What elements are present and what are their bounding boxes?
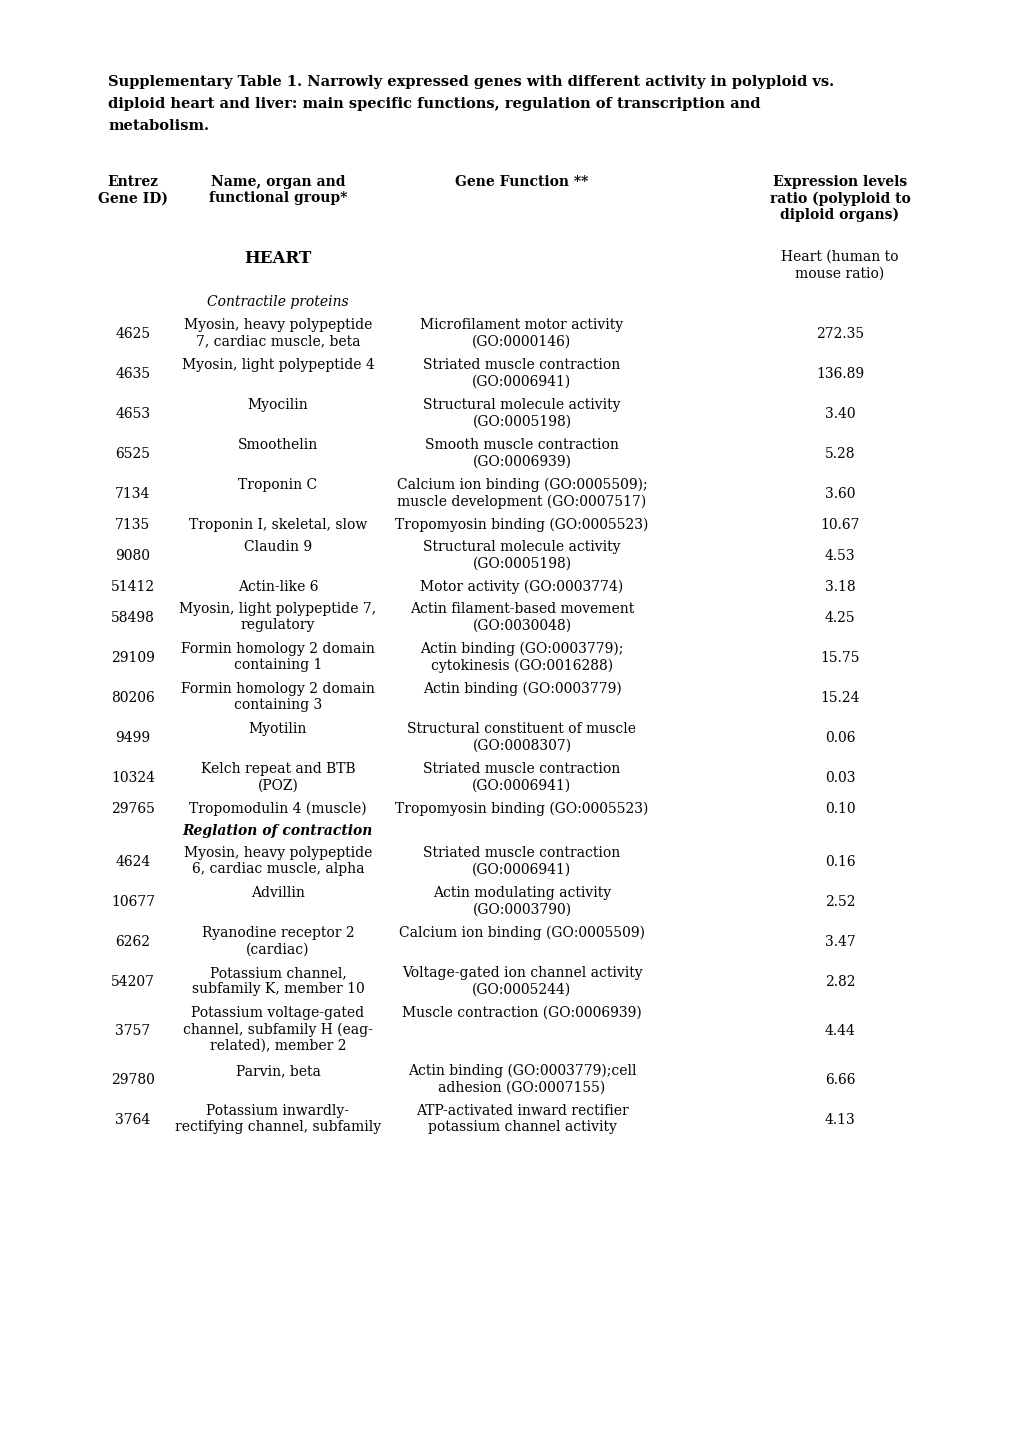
Text: 4625: 4625 <box>115 328 151 341</box>
Text: 272.35: 272.35 <box>815 328 863 341</box>
Text: Calcium ion binding (GO:0005509);
muscle development (GO:0007517): Calcium ion binding (GO:0005509); muscle… <box>396 478 647 509</box>
Text: 7135: 7135 <box>115 518 151 532</box>
Text: 3.47: 3.47 <box>823 935 855 949</box>
Text: 2.82: 2.82 <box>824 975 854 988</box>
Text: metabolism.: metabolism. <box>108 118 209 133</box>
Text: Parvin, beta: Parvin, beta <box>235 1063 320 1078</box>
Text: 3.18: 3.18 <box>824 580 855 595</box>
Text: Myosin, heavy polypeptide
7, cardiac muscle, beta: Myosin, heavy polypeptide 7, cardiac mus… <box>183 317 372 348</box>
Text: Myocilin: Myocilin <box>248 398 308 413</box>
Text: 10324: 10324 <box>111 771 155 785</box>
Text: Contractile proteins: Contractile proteins <box>207 294 348 309</box>
Text: 51412: 51412 <box>111 580 155 595</box>
Text: 10.67: 10.67 <box>819 518 859 532</box>
Text: 4.25: 4.25 <box>824 610 855 625</box>
Text: Actin binding (GO:0003779): Actin binding (GO:0003779) <box>422 683 621 697</box>
Text: Potassium voltage-gated
channel, subfamily H (eag-
related), member 2: Potassium voltage-gated channel, subfami… <box>182 1006 373 1053</box>
Text: Actin modulating activity
(GO:0003790): Actin modulating activity (GO:0003790) <box>432 886 610 916</box>
Text: 4.13: 4.13 <box>823 1113 855 1127</box>
Text: Tropomodulin 4 (muscle): Tropomodulin 4 (muscle) <box>189 802 367 817</box>
Text: 3.60: 3.60 <box>824 486 854 501</box>
Text: 0.03: 0.03 <box>824 771 854 785</box>
Text: Voltage-gated ion channel activity
(GO:0005244): Voltage-gated ion channel activity (GO:0… <box>401 965 642 996</box>
Text: 6525: 6525 <box>115 447 151 460</box>
Text: 4635: 4635 <box>115 367 151 381</box>
Text: Gene Function **: Gene Function ** <box>454 175 588 189</box>
Text: 54207: 54207 <box>111 975 155 988</box>
Text: Striated muscle contraction
(GO:0006941): Striated muscle contraction (GO:0006941) <box>423 358 620 388</box>
Text: Myosin, light polypeptide 7,
regulatory: Myosin, light polypeptide 7, regulatory <box>179 602 376 632</box>
Text: 29780: 29780 <box>111 1074 155 1087</box>
Text: diploid heart and liver: main specific functions, regulation of transcription an: diploid heart and liver: main specific f… <box>108 97 760 111</box>
Text: Actin binding (GO:0003779);cell
adhesion (GO:0007155): Actin binding (GO:0003779);cell adhesion… <box>408 1063 636 1095</box>
Text: Troponin C: Troponin C <box>238 478 317 492</box>
Text: 0.10: 0.10 <box>824 802 855 815</box>
Text: Structural molecule activity
(GO:0005198): Structural molecule activity (GO:0005198… <box>423 540 621 570</box>
Text: 0.06: 0.06 <box>824 732 854 745</box>
Text: 3757: 3757 <box>115 1025 151 1038</box>
Text: Muscle contraction (GO:0006939): Muscle contraction (GO:0006939) <box>401 1006 641 1020</box>
Text: Myotilin: Myotilin <box>249 722 307 736</box>
Text: Heart (human to
mouse ratio): Heart (human to mouse ratio) <box>781 250 898 280</box>
Text: Reglation of contraction: Reglation of contraction <box>182 824 373 838</box>
Text: Tropomyosin binding (GO:0005523): Tropomyosin binding (GO:0005523) <box>395 802 648 817</box>
Text: Myosin, light polypeptide 4: Myosin, light polypeptide 4 <box>181 358 374 372</box>
Text: Name, organ and
functional group*: Name, organ and functional group* <box>209 175 346 205</box>
Text: Claudin 9: Claudin 9 <box>244 540 312 554</box>
Text: 10677: 10677 <box>111 895 155 909</box>
Text: Actin binding (GO:0003779);
cytokinesis (GO:0016288): Actin binding (GO:0003779); cytokinesis … <box>420 642 623 672</box>
Text: Actin filament-based movement
(GO:0030048): Actin filament-based movement (GO:003004… <box>410 602 634 632</box>
Text: 4.44: 4.44 <box>823 1025 855 1038</box>
Text: 7134: 7134 <box>115 486 151 501</box>
Text: Formin homology 2 domain
containing 1: Formin homology 2 domain containing 1 <box>181 642 375 672</box>
Text: 15.24: 15.24 <box>819 691 859 706</box>
Text: 29765: 29765 <box>111 802 155 815</box>
Text: HEART: HEART <box>245 250 312 267</box>
Text: Structural molecule activity
(GO:0005198): Structural molecule activity (GO:0005198… <box>423 398 621 429</box>
Text: 4.53: 4.53 <box>824 548 855 563</box>
Text: 3.40: 3.40 <box>824 407 855 421</box>
Text: 0.16: 0.16 <box>824 856 855 869</box>
Text: Expression levels
ratio (polyploid to
diploid organs): Expression levels ratio (polyploid to di… <box>769 175 910 222</box>
Text: Potassium channel,
subfamily K, member 10: Potassium channel, subfamily K, member 1… <box>192 965 364 996</box>
Text: 4624: 4624 <box>115 856 151 869</box>
Text: 15.75: 15.75 <box>819 651 859 665</box>
Text: Smoothelin: Smoothelin <box>237 439 318 452</box>
Text: Microfilament motor activity
(GO:0000146): Microfilament motor activity (GO:0000146… <box>420 317 623 348</box>
Text: 6262: 6262 <box>115 935 151 949</box>
Text: Troponin I, skeletal, slow: Troponin I, skeletal, slow <box>189 518 367 532</box>
Text: 5.28: 5.28 <box>824 447 854 460</box>
Text: Motor activity (GO:0003774): Motor activity (GO:0003774) <box>420 580 623 595</box>
Text: 6.66: 6.66 <box>824 1074 854 1087</box>
Text: 29109: 29109 <box>111 651 155 665</box>
Text: 9080: 9080 <box>115 548 151 563</box>
Text: 3764: 3764 <box>115 1113 151 1127</box>
Text: Advillin: Advillin <box>251 886 305 900</box>
Text: Tropomyosin binding (GO:0005523): Tropomyosin binding (GO:0005523) <box>395 518 648 532</box>
Text: 80206: 80206 <box>111 691 155 706</box>
Text: Actin-like 6: Actin-like 6 <box>237 580 318 595</box>
Text: Potassium inwardly-
rectifying channel, subfamily: Potassium inwardly- rectifying channel, … <box>175 1104 381 1134</box>
Text: 4653: 4653 <box>115 407 151 421</box>
Text: Structural constituent of muscle
(GO:0008307): Structural constituent of muscle (GO:000… <box>408 722 636 752</box>
Text: Myosin, heavy polypeptide
6, cardiac muscle, alpha: Myosin, heavy polypeptide 6, cardiac mus… <box>183 846 372 876</box>
Text: Striated muscle contraction
(GO:0006941): Striated muscle contraction (GO:0006941) <box>423 762 620 792</box>
Text: 2.52: 2.52 <box>824 895 854 909</box>
Text: Smooth muscle contraction
(GO:0006939): Smooth muscle contraction (GO:0006939) <box>425 439 619 468</box>
Text: 9499: 9499 <box>115 732 151 745</box>
Text: 136.89: 136.89 <box>815 367 863 381</box>
Text: Ryanodine receptor 2
(cardiac): Ryanodine receptor 2 (cardiac) <box>202 926 354 957</box>
Text: Supplementary Table 1. Narrowly expressed genes with different activity in polyp: Supplementary Table 1. Narrowly expresse… <box>108 75 834 89</box>
Text: ATP-activated inward rectifier
potassium channel activity: ATP-activated inward rectifier potassium… <box>415 1104 628 1134</box>
Text: Calcium ion binding (GO:0005509): Calcium ion binding (GO:0005509) <box>398 926 644 941</box>
Text: Entrez
Gene ID): Entrez Gene ID) <box>98 175 168 205</box>
Text: Striated muscle contraction
(GO:0006941): Striated muscle contraction (GO:0006941) <box>423 846 620 876</box>
Text: Formin homology 2 domain
containing 3: Formin homology 2 domain containing 3 <box>181 683 375 713</box>
Text: Kelch repeat and BTB
(POZ): Kelch repeat and BTB (POZ) <box>201 762 355 792</box>
Text: 58498: 58498 <box>111 610 155 625</box>
